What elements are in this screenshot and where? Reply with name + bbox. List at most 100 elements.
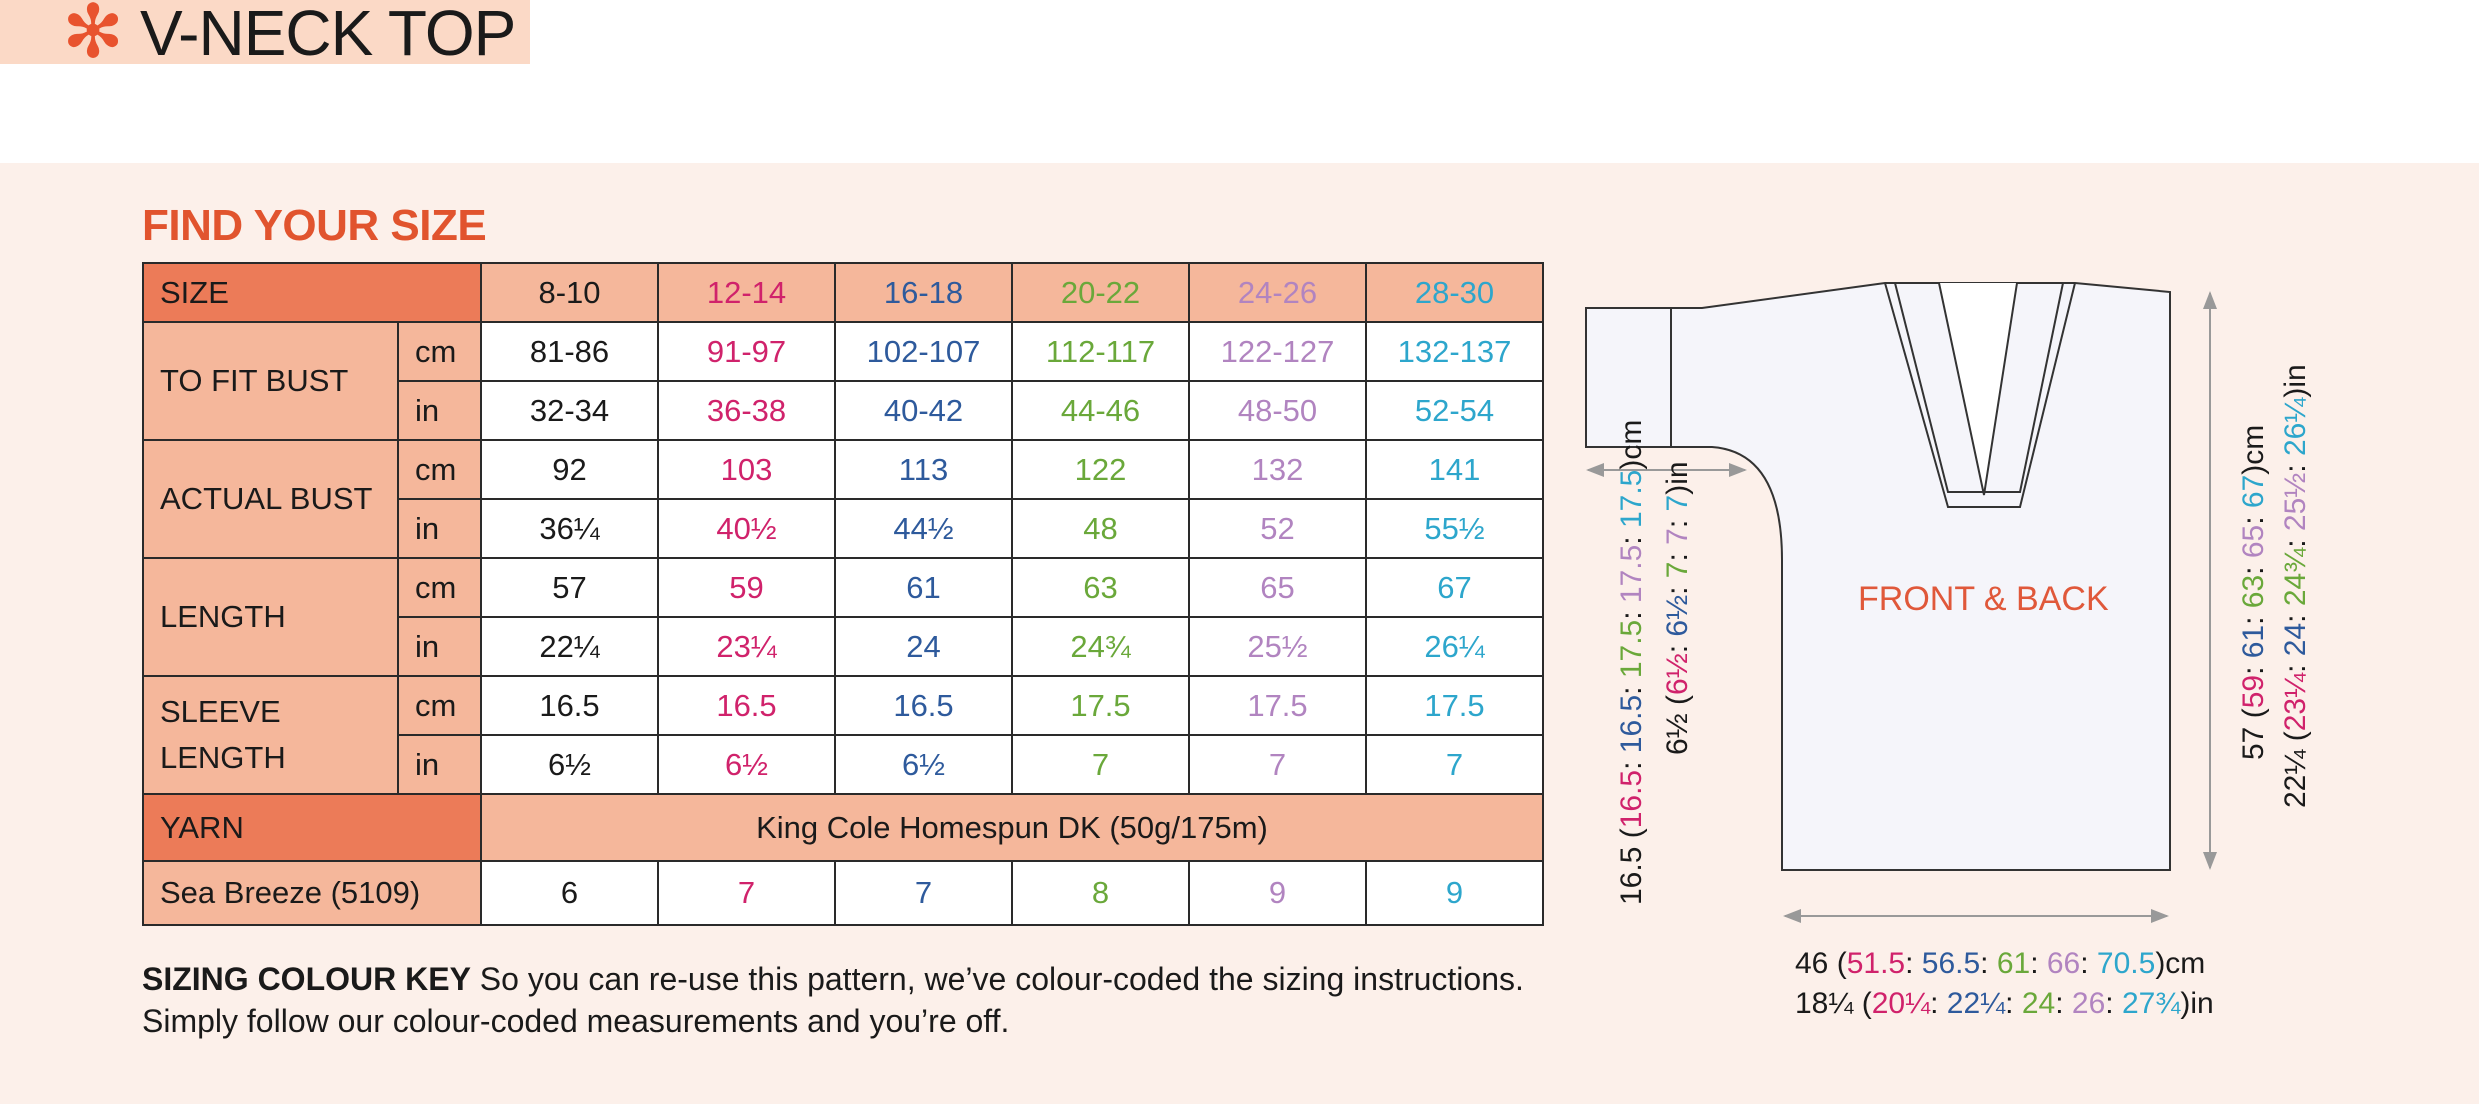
table-row: in 36¼ 40½ 44½ 48 52 55½ (143, 498, 1544, 559)
measurement-unit: )cm (1615, 419, 1648, 470)
measurement-sep: : (2279, 531, 2312, 548)
measurement-value: 23¼ (2279, 672, 2312, 732)
unit-cell: cm (397, 321, 482, 382)
value-cell: 25½ (1188, 616, 1367, 677)
row-label-line: SLEEVE (160, 694, 281, 729)
value-cell: 103 (657, 439, 836, 500)
value-cell: 6½ (657, 734, 836, 795)
value-cell: 9 (1365, 860, 1544, 926)
size-heading: 20-22 (1011, 262, 1190, 323)
value-cell: 24¾ (1011, 616, 1190, 677)
value-cell: 141 (1365, 439, 1544, 500)
value-cell: 113 (834, 439, 1013, 500)
row-label: ACTUAL BUST (142, 439, 399, 559)
measurement-value: 24¾ (2279, 547, 2312, 607)
value-cell: 40½ (657, 498, 836, 559)
value-cell: 40-42 (834, 380, 1013, 441)
value-cell: 44½ (834, 498, 1013, 559)
row-label: LENGTH (142, 557, 399, 677)
measurement-sep: : (2237, 658, 2270, 675)
measurement-value: 26 (2071, 987, 2106, 1020)
table-row: LENGTH cm 57 59 61 63 65 67 (142, 557, 1544, 677)
value-cell: 44-46 (1011, 380, 1190, 441)
measurement-sep: : (1661, 511, 1694, 529)
shade-row: Sea Breeze (5109) 6 7 7 8 9 9 (142, 860, 1544, 926)
measurement-sep: : (1905, 947, 1922, 980)
measurement-value: 67 (2237, 474, 2270, 509)
size-heading: 8-10 (480, 262, 659, 323)
value-cell: 48-50 (1188, 380, 1367, 441)
measurement-sep: : (2080, 947, 2097, 980)
measurement-value: 61 (2237, 624, 2270, 659)
value-cell: 16.5 (657, 675, 836, 736)
measurement-value: 56.5 (1921, 947, 1981, 980)
measurement-sep: : (2105, 987, 2122, 1020)
measurement-value: 27¾ (2121, 987, 2181, 1020)
value-cell: 7 (1188, 734, 1367, 795)
size-heading: 12-14 (657, 262, 836, 323)
value-cell: 122 (1011, 439, 1190, 500)
arrow-width (1783, 909, 2169, 923)
table-row: in 22¼ 23¼ 24 24¾ 25½ 26¼ (143, 616, 1544, 677)
value-cell: 67 (1365, 557, 1544, 618)
colour-key-text: So you can re-use this pattern, we’ve co… (142, 961, 1524, 1039)
value-cell: 24 (834, 616, 1013, 677)
row-label-line: LENGTH (160, 740, 286, 775)
value-cell: 52 (1188, 498, 1367, 559)
measurement-unit: )in (1661, 461, 1694, 495)
unit-cell: in (397, 498, 482, 559)
value-cell: 48 (1011, 498, 1190, 559)
measurement-unit: )in (2180, 987, 2214, 1020)
value-cell: 8 (1011, 860, 1190, 926)
value-cell: 26¼ (1365, 616, 1544, 677)
value-cell: 6½ (834, 734, 1013, 795)
table-row: SLEEVE LENGTH cm 16.5 16.5 16.5 17.5 17.… (142, 675, 1544, 795)
neckline-outer (1884, 282, 2076, 508)
measurement-unit: )cm (2237, 424, 2270, 475)
measurement-sep: : (2279, 456, 2312, 473)
value-cell: 6 (480, 860, 659, 926)
measurement-value: 7 (1661, 528, 1694, 545)
measurement-value: 17.5 (1615, 544, 1648, 604)
unit-cell: in (397, 616, 482, 677)
value-cell: 16.5 (834, 675, 1013, 736)
row-label: TO FIT BUST (142, 321, 399, 441)
yarn-row: YARN King Cole Homespun DK (50g/175m) (142, 793, 1544, 862)
value-cell: 122-127 (1188, 321, 1367, 382)
value-cell: 59 (657, 557, 836, 618)
value-cell: 112-117 (1011, 321, 1190, 382)
value-cell: 63 (1011, 557, 1190, 618)
measurement-value: 59 (2237, 674, 2270, 709)
measurement-value: 51.5 (1846, 947, 1906, 980)
asterisk-icon: ✻ (62, 0, 125, 75)
value-cell: 132-137 (1365, 321, 1544, 382)
measurement-value: 7 (1661, 494, 1694, 512)
measurement-sep: : (1930, 987, 1947, 1020)
measurement-sep: : (1661, 578, 1694, 595)
header-banner: ✻ V-NECK TOP (0, 0, 530, 75)
size-heading: 24-26 (1188, 262, 1367, 323)
measurement-value: 24 (2279, 622, 2312, 657)
measurement-value: 22¼ (1946, 987, 2006, 1020)
measurement-value: 57 ( (2237, 708, 2270, 760)
measurement-value: 25½ (2279, 472, 2312, 532)
table-row: in 6½ 6½ 6½ 7 7 7 (143, 734, 1544, 795)
measurement-value: 18¼ ( (1795, 987, 1872, 1020)
colour-key-title: SIZING COLOUR KEY (142, 961, 471, 997)
value-cell: 17.5 (1365, 675, 1544, 736)
table-row: in 32-34 36-38 40-42 44-46 48-50 52-54 (143, 380, 1544, 441)
measurement-value: 20¼ (1871, 987, 1931, 1020)
value-cell: 57 (480, 557, 659, 618)
size-heading: 16-18 (834, 262, 1013, 323)
measurement-value: 17.5 (1615, 619, 1648, 679)
diagram-label: FRONT & BACK (1858, 580, 2109, 618)
measurement-value: 61 (1996, 947, 2031, 980)
measurement-sep: : (2279, 606, 2312, 623)
measurement-value: 6½ (1661, 653, 1694, 695)
measurement-sep: : (2237, 608, 2270, 625)
unit-cell: cm (397, 557, 482, 618)
value-cell: 23¼ (657, 616, 836, 677)
value-cell: 91-97 (657, 321, 836, 382)
width-measurement-cm: 46 (51.5: 56.5: 61: 66: 70.5)cm (1795, 944, 2205, 984)
